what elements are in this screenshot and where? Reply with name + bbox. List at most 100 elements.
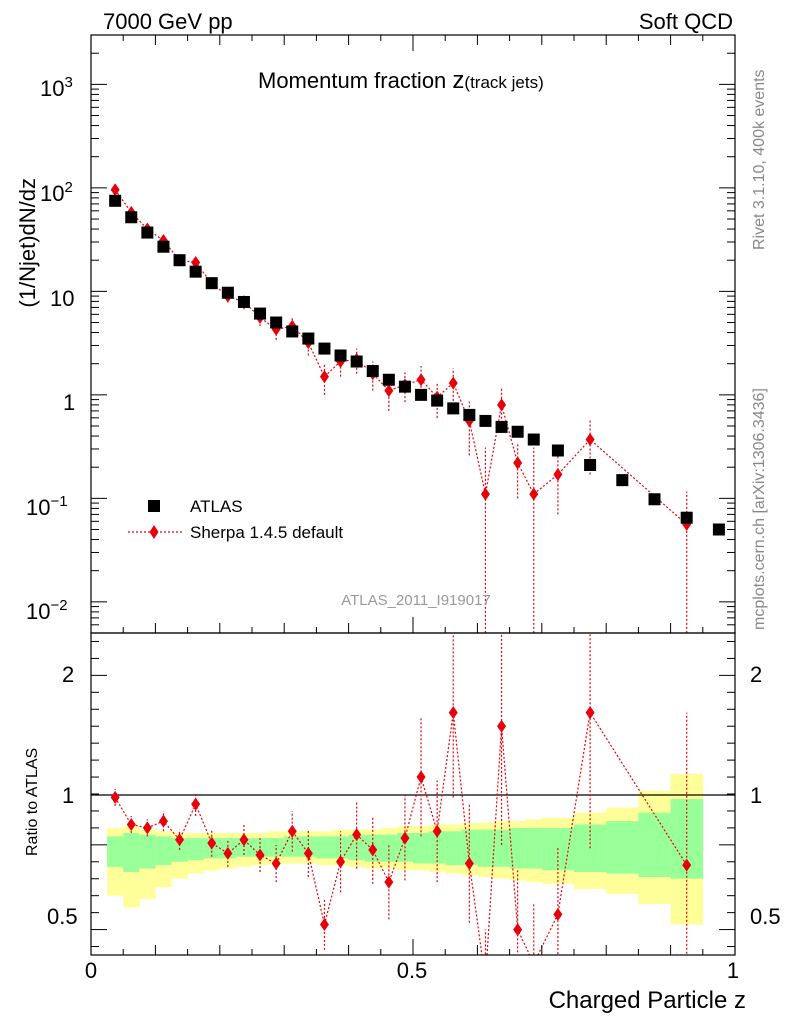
mc-ratio-point-7 — [223, 846, 233, 860]
atlas-point-12 — [302, 332, 315, 345]
mc-ratio-point-13 — [319, 917, 329, 931]
band-inner-2 — [139, 834, 156, 869]
xtick-label-0: 0 — [85, 958, 97, 983]
y-axis-label-main: (1/Njet)dN/dz — [15, 178, 40, 308]
atlas-point-4 — [173, 254, 186, 267]
mc-ratio-point-18 — [400, 831, 410, 845]
atlas-point-25 — [511, 425, 524, 438]
mc-main-point-21 — [448, 376, 458, 390]
atlas-point-6 — [205, 277, 218, 290]
xtick-label-05: 0.5 — [397, 958, 428, 983]
legend-atlas-marker — [148, 500, 160, 512]
main-ytick-labels: 103 102 10 1 10−1 10−2 — [26, 74, 75, 624]
atlas-point-10 — [270, 316, 283, 329]
band-inner-20 — [429, 831, 446, 864]
band-inner-17 — [380, 834, 398, 862]
x-axis-label: Charged Particle z — [549, 987, 746, 1014]
ytick-label-10: 10 — [50, 286, 74, 311]
mc-ratio-point-23 — [481, 974, 490, 987]
atlas-point-0 — [109, 194, 122, 207]
mc-series-ratio — [110, 633, 692, 987]
atlas-point-31 — [680, 511, 693, 524]
ratio-ytick-2-left: 2 — [62, 662, 74, 687]
band-inner-8 — [235, 838, 253, 857]
band-inner-21 — [445, 831, 462, 866]
mc-main-point-25 — [513, 456, 523, 470]
side-label-rivet: Rivet 3.1.10, 400k events — [751, 69, 768, 250]
atlas-point-28 — [584, 459, 597, 472]
mc-ratio-point-24 — [497, 719, 507, 733]
mc-ratio-point-12 — [303, 846, 313, 860]
mc-main-point-19 — [416, 373, 426, 387]
ratio-ytick-1-right: 1 — [750, 783, 762, 808]
band-inner-19 — [413, 832, 430, 864]
atlas-point-30 — [648, 493, 661, 506]
atlas-point-29 — [616, 474, 629, 487]
mc-ratio-point-26 — [529, 957, 538, 970]
mc-ratio-point-27 — [553, 907, 563, 921]
band-inner-30 — [638, 812, 671, 878]
ytick-label-1e3: 103 — [40, 74, 73, 101]
mc-ratio-point-20 — [432, 824, 442, 838]
mc-main-point-13 — [319, 370, 329, 384]
ytick-label-1e2: 102 — [40, 179, 73, 206]
mc-ratio-point-10 — [271, 856, 281, 870]
atlas-point-23 — [479, 414, 492, 427]
atlas-point-1 — [125, 211, 138, 224]
mc-ratio-point-0 — [110, 790, 120, 804]
atlas-point-18 — [398, 380, 411, 393]
atlas-point-26 — [527, 433, 540, 446]
band-inner-12 — [300, 836, 317, 857]
mc-main-point-28 — [585, 433, 595, 447]
atlas-point-2 — [141, 226, 154, 239]
mc-ratio-point-21 — [448, 706, 458, 720]
data-series-main — [109, 194, 725, 536]
mc-ratio-point-5 — [191, 797, 201, 811]
band-inner-25 — [509, 827, 526, 869]
band-inner-26 — [525, 827, 543, 869]
ratio-ytick-05-left: 0.5 — [47, 904, 78, 929]
atlas-point-8 — [237, 295, 250, 308]
atlas-point-24 — [495, 420, 508, 433]
mc-ratio-point-14 — [336, 855, 346, 869]
atlas-point-11 — [286, 325, 299, 338]
atlas-point-22 — [463, 408, 476, 421]
atlas-point-5 — [189, 265, 202, 278]
ratio-ytick-2-right: 2 — [750, 662, 762, 687]
side-label-mcplots: mcplots.cern.ch [arXiv:1306.3436] — [751, 388, 768, 630]
mc-ratio-point-16 — [368, 843, 378, 857]
mc-ratio-point-22 — [464, 856, 474, 870]
header-right: Soft QCD — [639, 9, 733, 34]
atlas-point-9 — [254, 307, 267, 320]
band-inner-23 — [477, 829, 494, 867]
mc-main-point-17 — [384, 384, 394, 398]
atlas-point-32 — [712, 523, 725, 536]
ytick-label-1: 1 — [63, 390, 75, 415]
ratio-ytick-labels: 2 1 0.5 2 1 0.5 — [47, 662, 781, 929]
ratio-ytick-05-right: 0.5 — [750, 904, 781, 929]
atlas-point-19 — [415, 388, 428, 401]
ytick-label-1e-2: 10−2 — [26, 597, 68, 624]
mc-ratio-point-25 — [513, 923, 523, 937]
mc-ratio-point-3 — [158, 814, 168, 828]
atlas-point-20 — [431, 394, 444, 407]
atlas-point-14 — [334, 349, 347, 362]
mc-ratio-point-9 — [255, 848, 265, 862]
xtick-label-1: 1 — [727, 958, 739, 983]
mc-ratio-point-28 — [585, 706, 595, 720]
main-plot-frame — [90, 34, 736, 634]
mc-main-point-0 — [110, 183, 120, 197]
ytick-label-1e-1: 10−1 — [26, 493, 68, 520]
atlas-point-3 — [157, 240, 170, 253]
mc-ratio-point-4 — [175, 833, 185, 847]
band-inner-5 — [187, 838, 204, 861]
mc-ratio-line — [114, 710, 688, 955]
atlas-point-7 — [221, 286, 234, 299]
band-inner-1 — [123, 832, 140, 872]
atlas-point-17 — [382, 373, 395, 386]
atlas-point-16 — [366, 365, 379, 378]
band-inner-29 — [606, 821, 639, 874]
legend-atlas-label: ATLAS — [190, 497, 243, 516]
atlas-point-13 — [318, 342, 331, 355]
